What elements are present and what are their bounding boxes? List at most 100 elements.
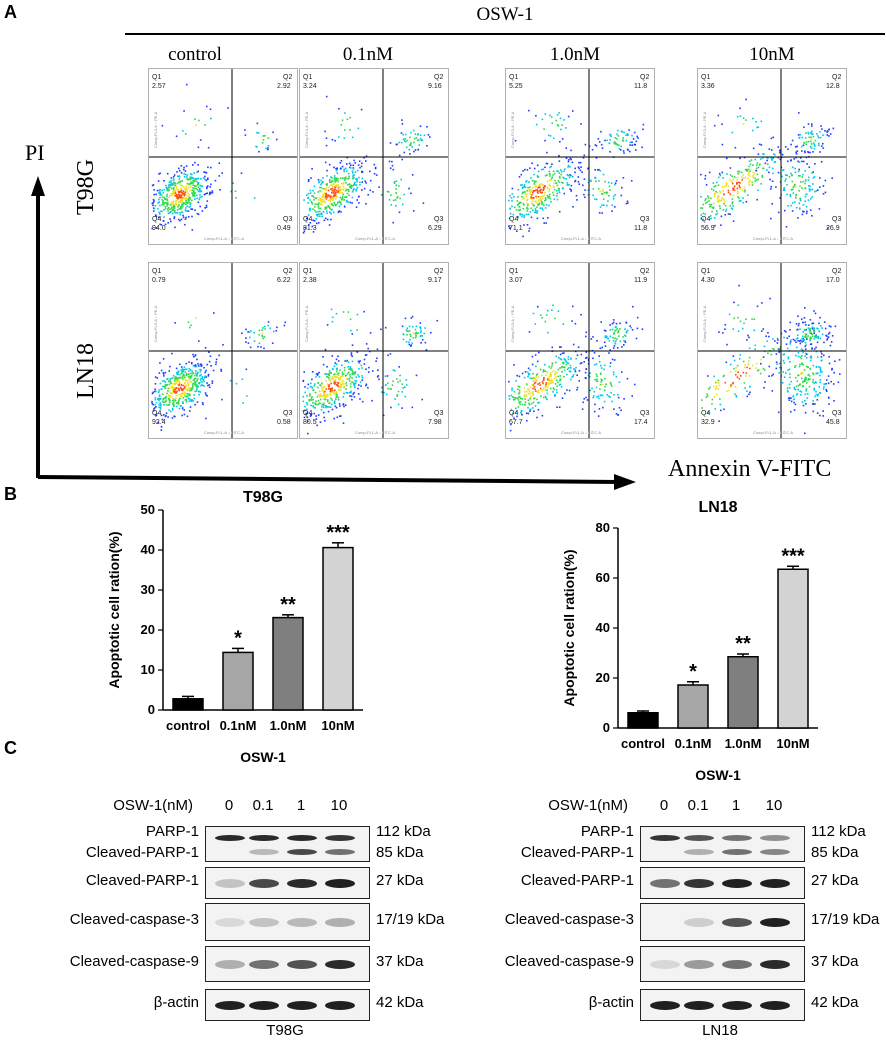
- t98g-protein-label-0-0: PARP-1: [145, 823, 199, 840]
- flow-plot-t98g-1: Q1 3.24 Q2 9.16 Q4 81.3 Q3 6.29 Comp-FL1-A :: FI…: [299, 68, 449, 245]
- ln18-band: [684, 879, 714, 888]
- ln18-bar-control: [627, 712, 659, 729]
- quadrant-value-q4: 92.4: [152, 419, 166, 426]
- quadrant-value-q3: 6.29: [428, 225, 442, 232]
- t98g-kda-label-3-0: 37 kDa: [376, 953, 424, 970]
- ln18-band: [722, 849, 752, 855]
- t98g-band: [287, 835, 317, 841]
- quadrant-name-q3: Q3: [434, 410, 444, 417]
- quadrant-name-q3: Q3: [640, 216, 650, 223]
- t98g-protein-label-2-0: Cleaved-caspase-3: [69, 911, 199, 928]
- quadrant-name-q4: Q4: [509, 410, 519, 417]
- t98g-x-tick-label: 0.1nM: [220, 718, 257, 733]
- t98g-band: [249, 918, 279, 927]
- ln18-band: [760, 849, 790, 855]
- y-axis-channel: Comp-FL3-A :: PE-A: [510, 111, 515, 148]
- t98g-x-tick-label: control: [166, 718, 210, 733]
- t98g-protein-label-1-0: Cleaved-PARP-1: [85, 872, 199, 889]
- ln18-band: [650, 960, 680, 969]
- pi-axis-label: PI: [25, 140, 45, 165]
- ln18-lane-3: 10: [765, 797, 783, 814]
- quadrant-name-q1: Q1: [701, 268, 711, 275]
- ln18-kda-label-4-0: 42 kDa: [811, 994, 859, 1011]
- t98g-bar-1.0nM: [272, 616, 304, 711]
- quadrant-name-q3: Q3: [283, 216, 293, 223]
- concentration-header-3: 10nM: [749, 44, 795, 65]
- y-axis-channel: Comp-FL3-A :: PE-A: [153, 111, 158, 148]
- t98g-significance-mark: *: [234, 627, 242, 649]
- t98g-bar-chart: T98G 0 10 20 30 40 50 Apoptotic cell ration(%) c…: [106, 489, 363, 765]
- quadrant-value-q4: 71.1: [509, 225, 523, 232]
- ln18-cell-line-label: LN18: [702, 1022, 738, 1039]
- ln18-band: [684, 835, 714, 841]
- quadrant-name-q3: Q3: [640, 410, 650, 417]
- annexin-axis-label: Annexin V-FITC: [668, 456, 832, 482]
- t98g-y-tick-label: 40: [141, 542, 155, 557]
- t98g-blot-row-2: [205, 903, 370, 941]
- quadrant-name-q4: Q4: [152, 216, 162, 223]
- t98g-y-tick-label: 30: [141, 582, 155, 597]
- quadrant-value-q2: 11.8: [634, 83, 648, 90]
- quadrant-name-q1: Q1: [303, 74, 313, 81]
- quadrant-name-q2: Q2: [640, 74, 650, 81]
- x-axis-channel: Comp-FL1-A :: FITC-A: [355, 430, 396, 435]
- quadrant-value-q2: 9.17: [428, 277, 442, 284]
- t98g-band: [287, 918, 317, 927]
- t98g-blot-row-1: [205, 867, 370, 899]
- t98g-band: [287, 960, 317, 969]
- y-axis-channel: Comp-FL3-A :: PE-A: [304, 111, 309, 148]
- ln18-x-axis-label: OSW-1: [695, 767, 741, 783]
- t98g-band: [249, 835, 279, 841]
- y-axis-channel: Comp-FL3-A :: PE-A: [510, 305, 515, 342]
- t98g-band: [325, 1001, 355, 1010]
- ln18-bar-1.0nM: [727, 656, 759, 729]
- t98g-significance-mark: ***: [326, 522, 350, 544]
- flow-plot-ln18-0: Q1 0.79 Q2 6.22 Q4 92.4 Q3 0.58 Comp-FL1-A :: FI…: [148, 262, 298, 439]
- t98g-blot-row-4: [205, 989, 370, 1021]
- quadrant-value-q1: 3.07: [509, 277, 523, 284]
- ln18-band: [760, 918, 790, 927]
- t98g-y-axis-label: Apoptotic cell ration(%): [106, 531, 122, 688]
- t98g-band: [249, 849, 279, 855]
- ln18-lane-2: 1: [731, 797, 741, 814]
- ln18-x-tick-label: control: [621, 736, 665, 751]
- t98g-band: [287, 879, 317, 888]
- quadrant-value-q4: 81.3: [303, 225, 317, 232]
- x-axis-channel: Comp-FL1-A :: FITC-A: [355, 236, 396, 241]
- t98g-band: [215, 1001, 245, 1010]
- quadrant-name-q4: Q4: [701, 410, 711, 417]
- quadrant-name-q1: Q1: [152, 74, 162, 81]
- ln18-bar-10nM: [777, 568, 809, 729]
- x-axis-channel: Comp-FL1-A :: FITC-A: [753, 430, 794, 435]
- t98g-x-tick-label: 10nM: [321, 718, 354, 733]
- t98g-blot-row-3: [205, 946, 370, 982]
- t98g-y-tick-label: 50: [141, 502, 155, 517]
- ln18-band: [722, 835, 752, 841]
- ln18-y-axis-label: Apoptotic cell ration(%): [561, 549, 577, 706]
- quadrant-value-q1: 2.38: [303, 277, 317, 284]
- ln18-kda-label-0-0: 112 kDa: [811, 823, 866, 840]
- y-axis-channel: Comp-FL3-A :: PE-A: [304, 305, 309, 342]
- quadrant-name-q4: Q4: [303, 216, 313, 223]
- t98g-lane-1: 0.1: [252, 797, 274, 814]
- t98g-kda-label-0-1: 85 kDa: [376, 844, 424, 861]
- ln18-band: [684, 960, 714, 969]
- t98g-band: [215, 960, 245, 969]
- quadrant-name-q2: Q2: [640, 268, 650, 275]
- ln18-protein-label-2-0: Cleaved-caspase-3: [504, 911, 634, 928]
- ln18-band: [722, 1001, 752, 1010]
- ln18-band: [684, 918, 714, 927]
- ln18-band: [722, 960, 752, 969]
- quadrant-name-q3: Q3: [832, 216, 842, 223]
- t98g-significance-mark: **: [280, 594, 296, 616]
- x-axis-channel: Comp-FL1-A :: FITC-A: [561, 430, 602, 435]
- ln18-band: [650, 1001, 680, 1010]
- ln18-blot-row-2: [640, 903, 805, 941]
- ln18-protein-label-4-0: β-actin: [588, 994, 634, 1011]
- flow-plot-ln18-3: Q1 4.30 Q2 17.0 Q4 32.9 Q3 45.8 Comp-FL1-A :: FI…: [697, 262, 847, 439]
- t98g-kda-label-0-0: 112 kDa: [376, 823, 431, 840]
- ln18-protein-label-1-0: Cleaved-PARP-1: [520, 872, 634, 889]
- quadrant-value-q3: 0.49: [277, 225, 291, 232]
- ln18-header-label: OSW-1(nM): [548, 797, 628, 814]
- t98g-bar-0.1nM: [222, 651, 254, 711]
